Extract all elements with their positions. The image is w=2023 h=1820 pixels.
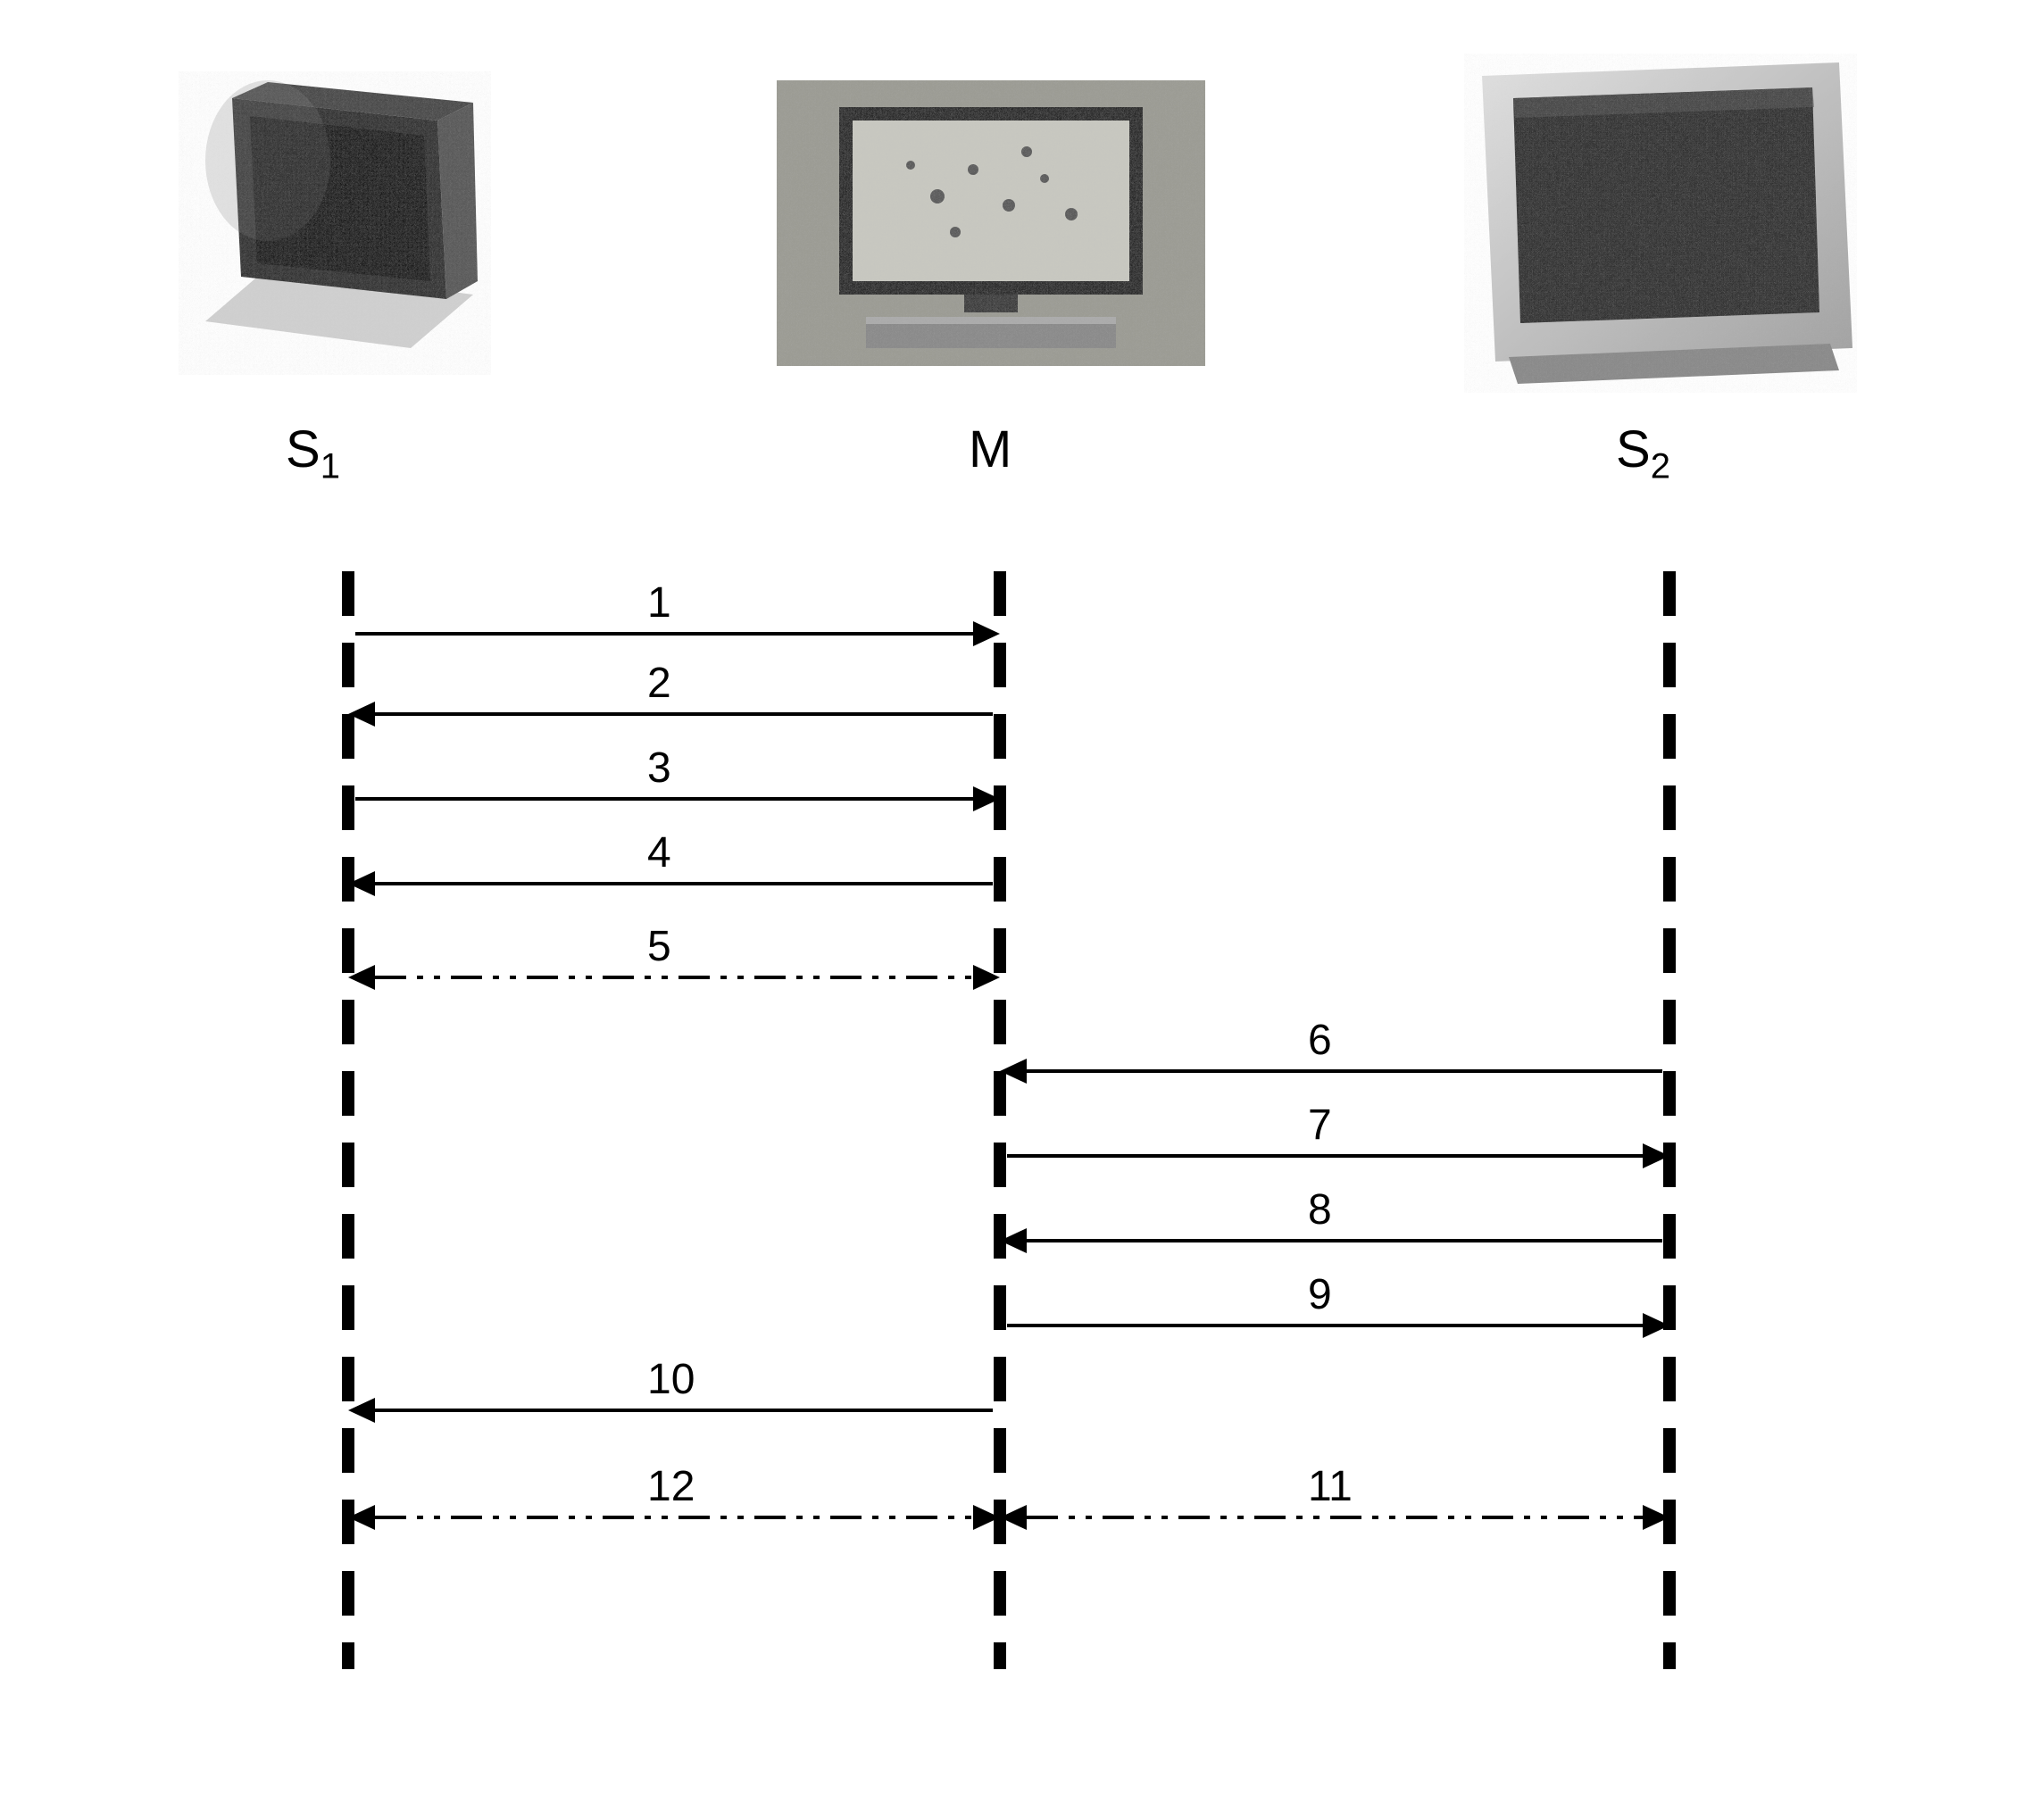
message-2-label: 2: [647, 659, 671, 708]
device-S2-image: [1464, 54, 1857, 393]
message-3-label: 3: [647, 744, 671, 793]
device-S1-image: [179, 71, 491, 375]
message-9-arrow: [1007, 1324, 1643, 1327]
message-5-arrow: [0, 976, 2023, 979]
message-6-arrow: [1027, 1069, 1662, 1073]
message-12-label: 12: [647, 1462, 695, 1511]
message-4-arrow: [375, 882, 993, 885]
message-1-arrow: [355, 632, 973, 636]
device-M-image: [777, 80, 1205, 366]
message-8-label: 8: [1308, 1185, 1332, 1234]
message-4-label: 4: [647, 828, 671, 877]
device-S1-label: S1: [286, 420, 340, 487]
message-9-label: 9: [1308, 1270, 1332, 1319]
message-5-label: 5: [647, 922, 671, 971]
message-7-label: 7: [1308, 1101, 1332, 1150]
message-3-arrow: [355, 797, 973, 801]
message-6-label: 6: [1308, 1016, 1332, 1065]
device-S2-label: S2: [1616, 420, 1670, 487]
message-11-label: 11: [1308, 1462, 1353, 1511]
message-7-arrow: [1007, 1154, 1643, 1158]
message-10-arrow: [375, 1409, 993, 1412]
message-2-arrow: [375, 712, 993, 716]
message-10-label: 10: [647, 1355, 695, 1404]
device-M-label: M: [969, 420, 1012, 479]
message-12-arrow: [0, 1516, 2023, 1519]
message-1-label: 1: [647, 578, 671, 627]
message-8-arrow: [1027, 1239, 1662, 1242]
sequence-diagram-canvas: S1 M: [0, 0, 2023, 1820]
